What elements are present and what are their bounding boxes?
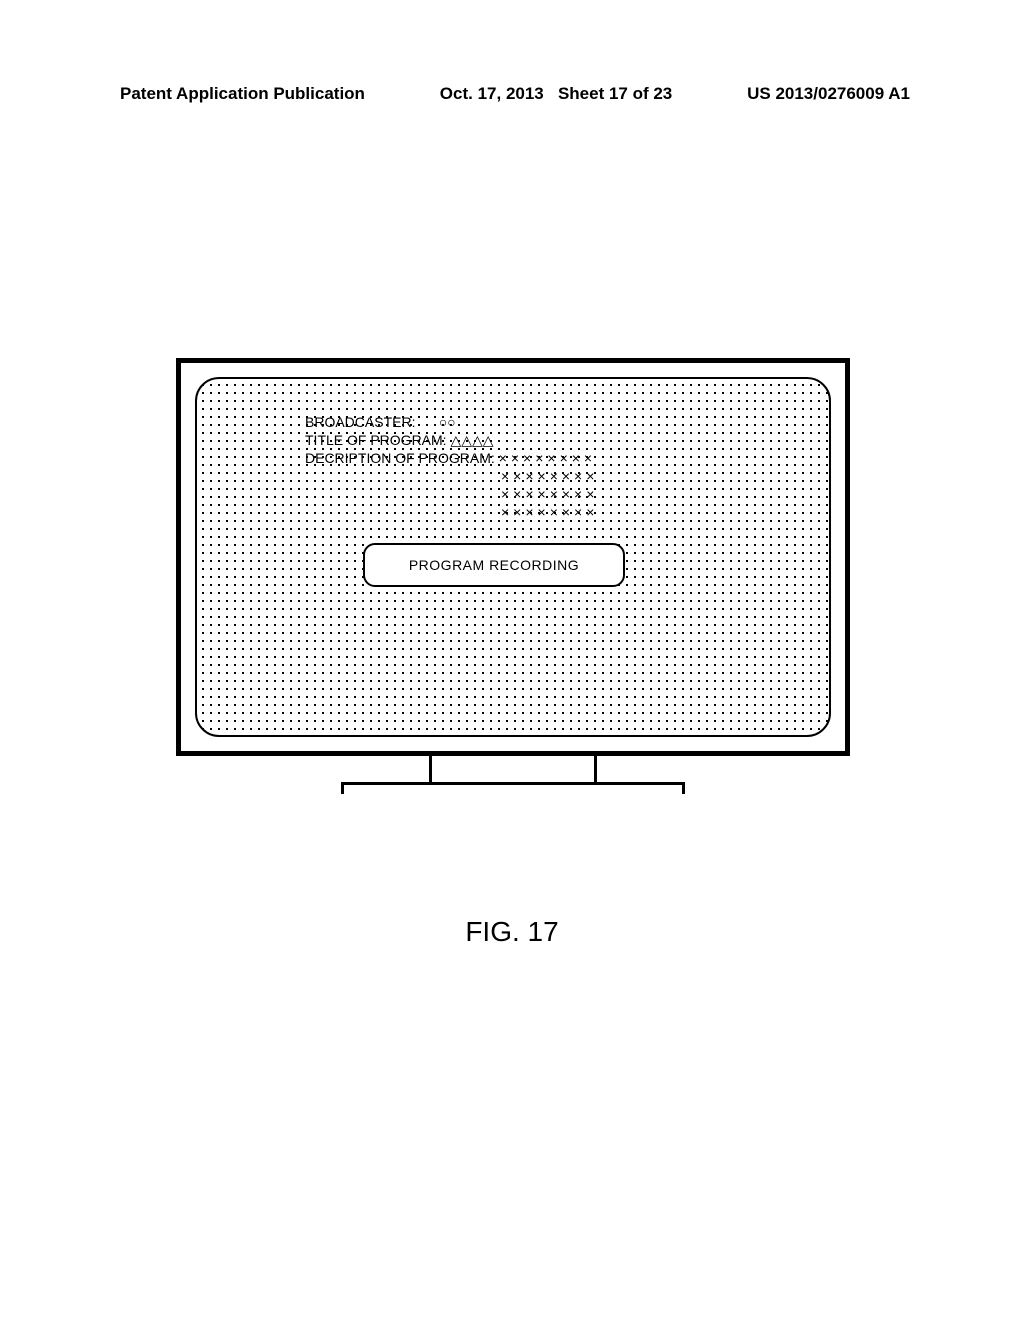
page-header: Patent Application Publication Oct. 17, … xyxy=(120,84,910,104)
program-info-block: BROADCASTER: ○○ TITLE OF PROGRAM: △△△△ D… xyxy=(305,413,789,521)
broadcaster-value: ○○ xyxy=(439,414,456,430)
publication-number: US 2013/0276009 A1 xyxy=(747,84,910,104)
tv-screen: BROADCASTER: ○○ TITLE OF PROGRAM: △△△△ D… xyxy=(195,377,831,737)
publication-date: Oct. 17, 2013 xyxy=(440,84,544,103)
broadcaster-line: BROADCASTER: ○○ xyxy=(305,413,789,431)
sheet-number: Sheet 17 of 23 xyxy=(558,84,672,103)
description-line: DECRIPTION OF PROGRAM: ×××××××× xyxy=(305,449,789,467)
title-value: △△△△ xyxy=(450,432,493,448)
figure-caption: FIG. 17 xyxy=(0,916,1024,948)
title-label: TITLE OF PROGRAM: xyxy=(305,432,447,448)
description-value: ×××××××× xyxy=(499,450,596,466)
description-extra-1: ×××××××× xyxy=(501,467,789,485)
page: Patent Application Publication Oct. 17, … xyxy=(0,0,1024,1320)
program-recording-label: PROGRAM RECORDING xyxy=(409,557,579,573)
tv-monitor: BROADCASTER: ○○ TITLE OF PROGRAM: △△△△ D… xyxy=(176,358,850,794)
description-label: DECRIPTION OF PROGRAM: xyxy=(305,450,495,466)
tv-frame: BROADCASTER: ○○ TITLE OF PROGRAM: △△△△ D… xyxy=(176,358,850,756)
title-line: TITLE OF PROGRAM: △△△△ xyxy=(305,431,789,449)
program-recording-button[interactable]: PROGRAM RECORDING xyxy=(363,543,625,587)
broadcaster-label: BROADCASTER: xyxy=(305,414,415,430)
tv-stand-neck xyxy=(429,756,597,782)
publication-label: Patent Application Publication xyxy=(120,84,365,104)
date-sheet-label: Oct. 17, 2013 Sheet 17 of 23 xyxy=(440,84,672,104)
description-extra-3: ×××××××× xyxy=(501,503,789,521)
tv-stand-base xyxy=(341,782,685,794)
description-extra-2: ×××××××× xyxy=(501,485,789,503)
